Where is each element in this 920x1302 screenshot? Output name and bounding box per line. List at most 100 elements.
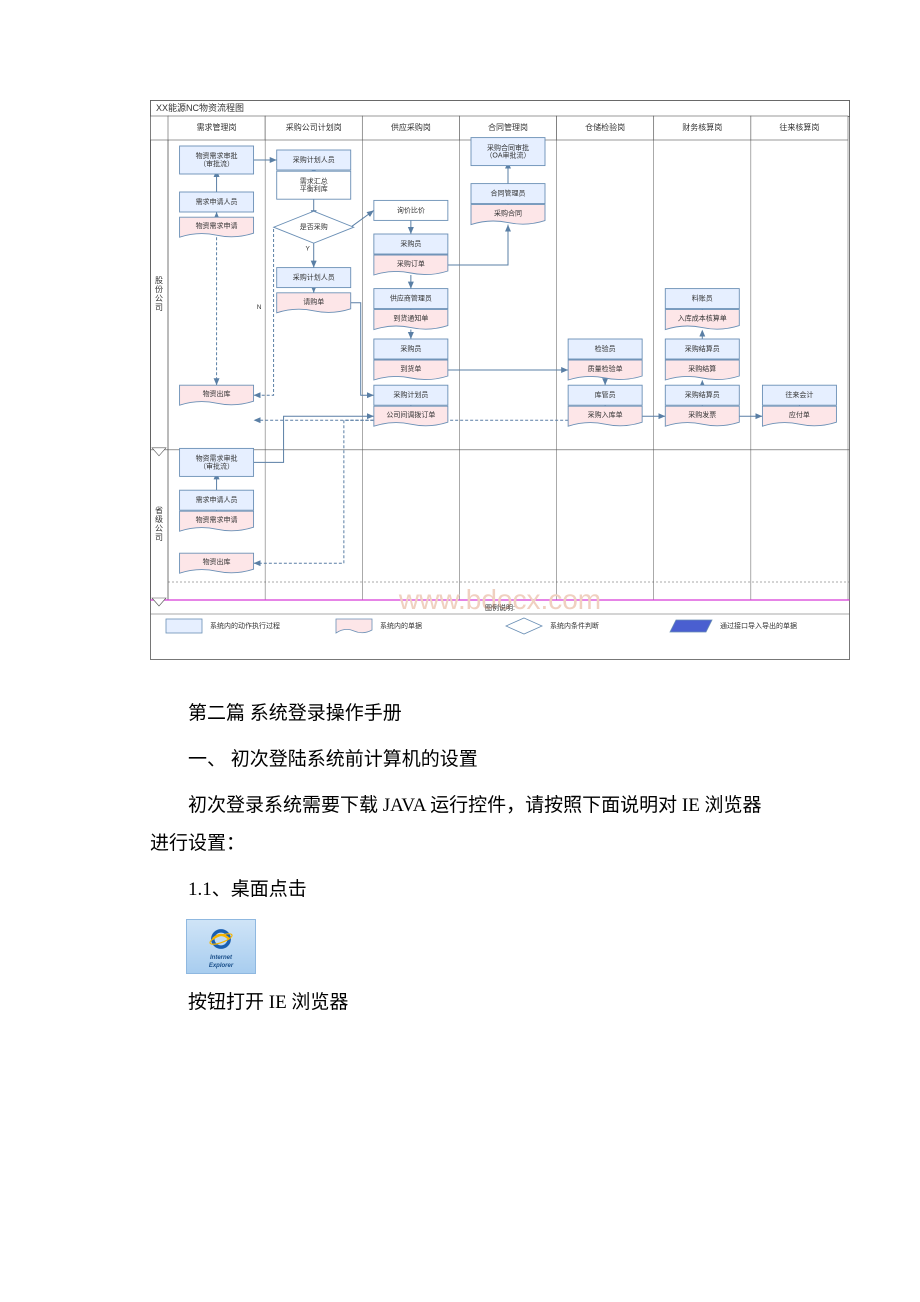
svg-text:XX能源NC物资流程图: XX能源NC物资流程图 — [156, 102, 244, 113]
node-n5: 采购计划人员 — [277, 150, 351, 170]
svg-text:需求汇总平衡利库: 需求汇总平衡利库 — [300, 176, 328, 193]
svg-text:料账员: 料账员 — [692, 293, 713, 302]
svg-text:司: 司 — [155, 533, 163, 542]
svg-text:图例说明:: 图例说明: — [485, 603, 515, 612]
internet-explorer-icon: Internet Explorer — [186, 919, 256, 974]
flowchart-container: XX能源NC物资流程图需求管理岗 采购公司计划岗 供应采购岗 合同管理岗 仓储检验岗 财务… — [150, 100, 850, 665]
svg-text:物资需求审批（审批流）: 物资需求审批（审批流） — [196, 453, 238, 470]
svg-text:采购结算员: 采购结算员 — [685, 390, 720, 399]
svg-text:物资需求申请: 物资需求申请 — [196, 221, 238, 230]
svg-text:系统内的动作执行过程: 系统内的动作执行过程 — [210, 621, 280, 630]
node-n14: 到货通知单 — [374, 310, 448, 330]
section-heading-1: 第二篇 系统登录操作手册 — [150, 695, 770, 733]
svg-text:采购计划人员: 采购计划人员 — [293, 272, 335, 281]
svg-text:采购结算: 采购结算 — [688, 364, 716, 373]
svg-text:财务核算岗: 财务核算岗 — [682, 122, 722, 132]
ie-icon-label-1: Internet — [210, 955, 232, 961]
svg-text:是否采购: 是否采购 — [300, 222, 328, 231]
flowchart-svg: XX能源NC物资流程图需求管理岗 采购公司计划岗 供应采购岗 合同管理岗 仓储检验岗 财务… — [150, 100, 850, 660]
svg-text:入库成本核算单: 入库成本核算单 — [678, 313, 727, 322]
svg-text:需求申请人员: 需求申请人员 — [196, 197, 238, 206]
node-n6: 需求汇总平衡利库 — [277, 171, 351, 199]
node-n23: 质量检验单 — [568, 360, 642, 380]
svg-text:库管员: 库管员 — [595, 390, 616, 399]
svg-text:司: 司 — [155, 303, 163, 312]
document-body: 第二篇 系统登录操作手册 一、 初次登陆系统前计算机的设置 初次登录系统需要下载… — [150, 695, 770, 1022]
svg-text:合同管理岗: 合同管理岗 — [488, 122, 528, 132]
ie-icon-wrap: Internet Explorer — [186, 919, 770, 974]
node-n3: 物资需求申请 — [180, 217, 254, 237]
node-n16: 到货单 — [374, 360, 448, 380]
node-n19: 采购合同审批（OA审批流） — [471, 138, 545, 166]
svg-text:Y: Y — [306, 245, 311, 252]
node-n26: 料账员 — [665, 289, 739, 309]
svg-text:通过接口导入导出的单据: 通过接口导入导出的单据 — [720, 621, 797, 630]
ie-icon-label-2: Explorer — [209, 963, 233, 969]
svg-text:需求申请人员: 需求申请人员 — [196, 495, 238, 504]
svg-text:物资需求审批（审批流）: 物资需求审批（审批流） — [196, 151, 238, 168]
svg-text:供应采购岗: 供应采购岗 — [391, 122, 431, 132]
svg-text:采购员: 采购员 — [400, 239, 421, 248]
svg-text:应付单: 应付单 — [789, 410, 810, 419]
node-n20: 合同管理员 — [471, 184, 545, 204]
paragraph-step-1-1: 1.1、桌面点击 — [150, 871, 770, 909]
svg-text:系统内条件判断: 系统内条件判断 — [550, 621, 599, 630]
node-n7: 是否采购 — [274, 211, 354, 243]
svg-text:采购发票: 采购发票 — [688, 410, 716, 419]
svg-text:采购订单: 采购订单 — [397, 259, 425, 268]
node-n24: 库管员 — [568, 385, 642, 405]
svg-text:省: 省 — [155, 505, 163, 515]
svg-text:合同管理员: 合同管理员 — [491, 188, 526, 197]
paragraph-open-ie: 按钮打开 IE 浏览器 — [150, 984, 770, 1022]
node-n8: 采购计划人员 — [277, 268, 351, 288]
node-n37: 物资出库 — [180, 553, 254, 573]
svg-text:请购单: 请购单 — [303, 297, 324, 306]
node-n17: 采购计划员 — [374, 385, 448, 405]
svg-text:物资出库: 物资出库 — [203, 389, 231, 398]
svg-text:系统内的单据: 系统内的单据 — [380, 621, 422, 630]
node-n12: 采购订单 — [374, 255, 448, 275]
svg-text:仓储检验岗: 仓储检验岗 — [585, 122, 625, 132]
svg-text:往来会计: 往来会计 — [785, 390, 813, 399]
svg-text:公司间调拨订单: 公司间调拨订单 — [386, 410, 435, 419]
node-n30: 采购结算员 — [665, 385, 739, 405]
node-n13: 供应商管理员 — [374, 289, 448, 309]
svg-text:供应商管理员: 供应商管理员 — [390, 293, 432, 302]
node-n34: 物资需求审批（审批流） — [180, 448, 254, 476]
svg-text:询价比价: 询价比价 — [397, 205, 425, 214]
svg-text:到货单: 到货单 — [400, 364, 421, 373]
svg-text:采购计划员: 采购计划员 — [393, 390, 428, 399]
node-n27: 入库成本核算单 — [665, 310, 739, 330]
svg-text:到货通知单: 到货通知单 — [393, 313, 428, 322]
node-n22: 检验员 — [568, 339, 642, 359]
svg-text:检验员: 检验员 — [595, 344, 616, 353]
svg-text:采购员: 采购员 — [400, 344, 421, 353]
svg-text:采购结算员: 采购结算员 — [685, 344, 720, 353]
svg-text:份: 份 — [155, 284, 163, 294]
node-n36: 物资需求申请 — [180, 511, 254, 531]
svg-text:N: N — [257, 304, 262, 311]
svg-text:需求管理岗: 需求管理岗 — [197, 122, 237, 132]
svg-text:物资需求申请: 物资需求申请 — [196, 515, 238, 524]
node-n32: 往来会计 — [762, 385, 836, 405]
node-n28: 采购结算员 — [665, 339, 739, 359]
svg-text:公: 公 — [155, 524, 163, 533]
svg-text:采购计划人员: 采购计划人员 — [293, 155, 335, 164]
svg-text:质量检验单: 质量检验单 — [588, 364, 623, 373]
svg-text:采购合同审批（OA审批流）: 采购合同审批（OA审批流） — [485, 143, 530, 160]
node-n35: 需求申请人员 — [180, 490, 254, 510]
paragraph-intro: 初次登录系统需要下载 JAVA 运行控件，请按照下面说明对 IE 浏览器进行设置… — [150, 787, 770, 863]
svg-text:采购公司计划岗: 采购公司计划岗 — [286, 122, 342, 132]
node-n31: 采购发票 — [665, 406, 739, 426]
node-n15: 采购员 — [374, 339, 448, 359]
node-n2: 需求申请人员 — [180, 192, 254, 212]
svg-text:级: 级 — [155, 514, 163, 524]
svg-text:往来核算岗: 往来核算岗 — [779, 122, 819, 132]
svg-text:采购合同: 采购合同 — [494, 208, 522, 217]
svg-text:公: 公 — [155, 294, 163, 303]
node-n10: 询价比价 — [374, 200, 448, 220]
node-n11: 采购员 — [374, 234, 448, 254]
section-heading-2: 一、 初次登陆系统前计算机的设置 — [150, 741, 770, 779]
svg-text:采购入库单: 采购入库单 — [588, 410, 623, 419]
svg-text:物资出库: 物资出库 — [203, 557, 231, 566]
